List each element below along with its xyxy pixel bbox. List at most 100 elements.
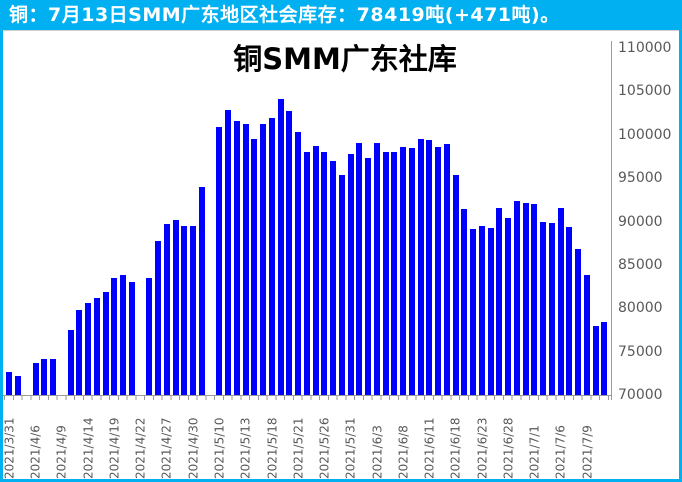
bar-slot [320, 48, 329, 395]
empty-slot [136, 48, 145, 395]
bar [286, 111, 293, 395]
bar-series [5, 48, 609, 395]
bar-slot [180, 48, 189, 395]
y-axis-label: 105000 [618, 83, 672, 100]
bar [513, 200, 520, 395]
bar [365, 157, 372, 395]
bar [566, 226, 573, 395]
bar [251, 139, 258, 395]
bar-slot [399, 48, 408, 395]
bar [181, 225, 188, 395]
bar-slot [224, 48, 233, 395]
bar-slot [276, 48, 285, 395]
bar-slot [521, 48, 530, 395]
bar-slot [338, 48, 347, 395]
x-axis-label: 2021/4/22 [133, 417, 148, 479]
bar-slot [128, 48, 137, 395]
x-axis-labels: 2021/3/31 2021/4/6 2021/4/9 2021/4/14 2021/4… [2, 401, 679, 480]
x-axis-label: 2021/6/11 [422, 417, 437, 479]
bar [15, 375, 22, 395]
bar [102, 292, 109, 395]
bar-slot [75, 48, 84, 395]
bar-slot [600, 48, 609, 395]
bar [163, 224, 170, 395]
bar [260, 124, 267, 395]
bar-slot [233, 48, 242, 395]
bar-slot [381, 48, 390, 395]
bar [347, 153, 354, 395]
y-axis-line [611, 41, 612, 400]
bar [592, 326, 599, 395]
y-axis-label: 90000 [618, 213, 663, 230]
bar-slot [250, 48, 259, 395]
bar [85, 303, 92, 395]
bar-slot [285, 48, 294, 395]
bar-slot [5, 48, 14, 395]
plot-area [5, 48, 609, 395]
bar-slot [31, 48, 40, 395]
bar [461, 209, 468, 395]
bar [93, 297, 100, 395]
x-axis-label: 2021/7/9 [580, 425, 595, 479]
bar-slot [163, 48, 172, 395]
bar [391, 151, 398, 395]
ticker-banner: 铜：7月13日SMM广东地区社会库存：78419吨(+471吨)。 [0, 0, 682, 30]
bar [338, 174, 345, 395]
x-axis-label: 2021/5/26 [317, 417, 332, 479]
x-axis-label: 2021/4/19 [107, 417, 122, 479]
bar [216, 126, 223, 395]
bar [435, 146, 442, 395]
bar [452, 174, 459, 395]
bar [575, 249, 582, 395]
bar-slot [548, 48, 557, 395]
bar-slot [460, 48, 469, 395]
bar-slot [346, 48, 355, 395]
bar [225, 109, 232, 395]
bar-slot [49, 48, 58, 395]
bar-slot [329, 48, 338, 395]
x-axis-label: 2021/5/13 [238, 417, 253, 479]
x-axis-label: 2021/4/30 [186, 417, 201, 479]
bar-slot [425, 48, 434, 395]
bar-slot [591, 48, 600, 395]
bar-slot [119, 48, 128, 395]
x-axis-ticks [4, 396, 610, 400]
bar [601, 322, 608, 395]
bar [417, 139, 424, 395]
bar-slot [364, 48, 373, 395]
bar-slot [390, 48, 399, 395]
bar [548, 223, 555, 395]
x-axis-label: 2021/4/27 [159, 417, 174, 479]
x-axis-label: 2021/5/31 [343, 417, 358, 479]
bar [321, 152, 328, 395]
bar [400, 146, 407, 395]
x-axis-label: 2021/7/6 [553, 425, 568, 479]
y-axis-label: 85000 [618, 256, 663, 273]
bar [496, 207, 503, 395]
bar-slot [556, 48, 565, 395]
x-axis-label: 2021/6/18 [448, 417, 463, 479]
y-axis-label: 70000 [618, 387, 663, 403]
bar [67, 329, 74, 395]
x-axis-label: 2021/4/6 [28, 425, 43, 479]
bar [111, 277, 118, 395]
x-axis-label: 2021/6/8 [396, 425, 411, 479]
bar [303, 152, 310, 395]
bar [50, 359, 57, 395]
x-axis-label: 2021/4/9 [54, 425, 69, 479]
y-axis-label: 80000 [618, 300, 663, 317]
bar [295, 132, 302, 395]
bar [32, 363, 39, 395]
bar-slot [198, 48, 207, 395]
bar-slot [583, 48, 592, 395]
bar [172, 219, 179, 395]
bar-slot [408, 48, 417, 395]
y-axis-label: 110000 [618, 40, 672, 56]
bar [426, 140, 433, 395]
bar [531, 204, 538, 395]
chart-title: 铜SMM广东社库 [233, 42, 457, 76]
y-axis-label: 100000 [618, 126, 672, 143]
bar-slot [373, 48, 382, 395]
bar-slot [84, 48, 93, 395]
bar [155, 240, 162, 395]
